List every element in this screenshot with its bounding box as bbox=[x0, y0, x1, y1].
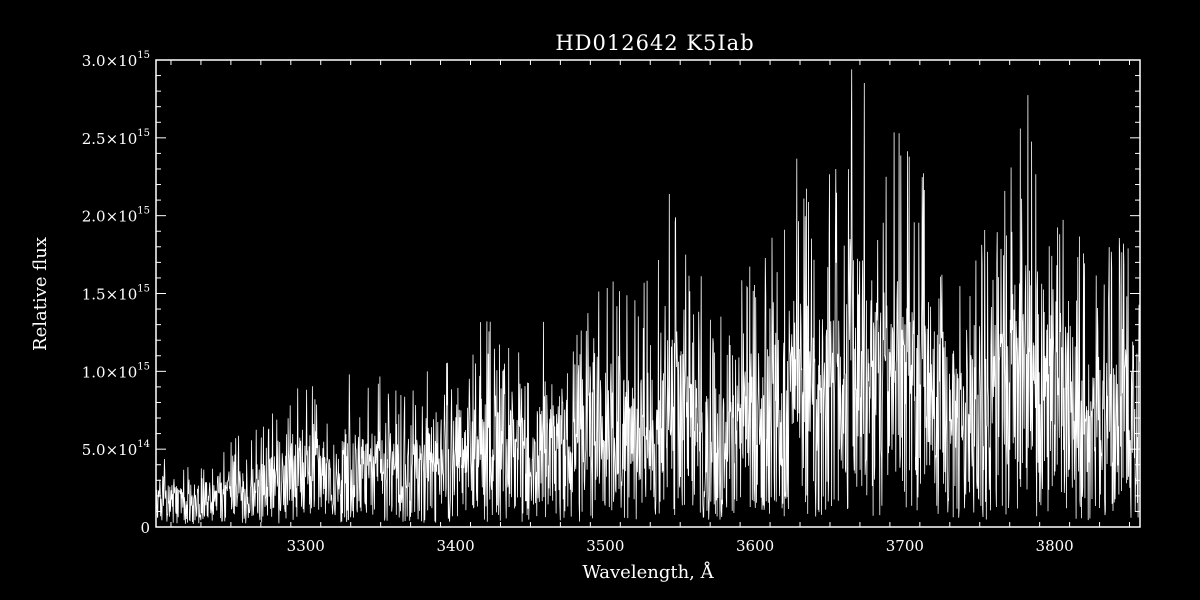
x-tick-label: 3800 bbox=[1036, 537, 1074, 555]
y-tick-label: 3.0×1015 bbox=[82, 50, 150, 70]
plot-frame bbox=[155, 59, 1141, 528]
y-tick-label: 1.5×1015 bbox=[82, 284, 150, 304]
x-axis-ticks: 3300 3400 3500 3600 3700 3800 bbox=[170, 60, 1131, 555]
x-axis-label: Wavelength, Å bbox=[582, 561, 714, 583]
x-tick-label: 3300 bbox=[287, 537, 325, 555]
spectrum-line bbox=[156, 69, 1140, 525]
chart-title: HD012642 K5Iab bbox=[555, 31, 754, 55]
y-axis-label: Relative flux bbox=[30, 237, 51, 351]
y-tick-label: 5.0×1014 bbox=[82, 439, 150, 459]
x-tick-label: 3400 bbox=[436, 537, 474, 555]
y-tick-label: 2.5×1015 bbox=[82, 128, 150, 148]
x-tick-label: 3700 bbox=[886, 537, 924, 555]
y-tick-label: 2.0×1015 bbox=[82, 206, 150, 226]
x-tick-label: 3500 bbox=[586, 537, 624, 555]
data-layer bbox=[156, 69, 1140, 525]
y-axis-ticks: 0 5.0×1014 1.0×1015 1.5×1015 2.0×1015 2.5×101… bbox=[82, 50, 1140, 537]
y-tick-label: 0 bbox=[140, 519, 150, 537]
y-tick-label: 1.0×1015 bbox=[82, 361, 150, 381]
x-tick-label: 3600 bbox=[736, 537, 774, 555]
